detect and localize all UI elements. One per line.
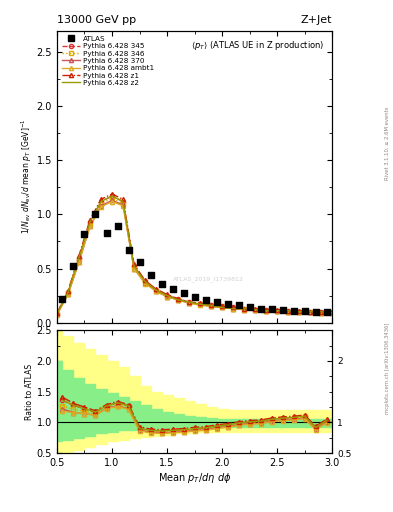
Point bbox=[202, 296, 209, 304]
Text: mcplots.cern.ch [arXiv:1306.3436]: mcplots.cern.ch [arXiv:1306.3436] bbox=[385, 323, 389, 414]
Point bbox=[268, 305, 275, 313]
Point bbox=[81, 230, 88, 238]
Point bbox=[147, 271, 154, 279]
Point bbox=[301, 307, 308, 315]
Legend: ATLAS, Pythia 6.428 345, Pythia 6.428 346, Pythia 6.428 370, Pythia 6.428 ambt1,: ATLAS, Pythia 6.428 345, Pythia 6.428 34… bbox=[61, 34, 156, 88]
Point bbox=[180, 289, 187, 297]
Point bbox=[114, 222, 121, 230]
Point bbox=[158, 280, 165, 288]
X-axis label: Mean $p_T/d\eta\ d\phi$: Mean $p_T/d\eta\ d\phi$ bbox=[158, 471, 231, 485]
Text: ATLAS_2019_I1739812: ATLAS_2019_I1739812 bbox=[173, 276, 244, 282]
Point bbox=[312, 308, 319, 316]
Point bbox=[59, 295, 66, 303]
Point bbox=[323, 308, 330, 316]
Y-axis label: Ratio to ATLAS: Ratio to ATLAS bbox=[25, 364, 34, 420]
Text: Rivet 3.1.10, ≥ 2.6M events: Rivet 3.1.10, ≥ 2.6M events bbox=[385, 106, 389, 180]
Point bbox=[191, 292, 198, 301]
Point bbox=[279, 306, 286, 314]
Point bbox=[103, 229, 110, 237]
Point bbox=[92, 210, 99, 219]
Point bbox=[213, 298, 220, 306]
Point bbox=[125, 246, 132, 254]
Point bbox=[136, 258, 143, 266]
Y-axis label: $1/N_\mathrm{ev}\ dN_\mathrm{ev}/d\ \mathrm{mean}\ p_T\ [\mathrm{GeV}]^{-1}$: $1/N_\mathrm{ev}\ dN_\mathrm{ev}/d\ \mat… bbox=[19, 119, 34, 234]
Point bbox=[224, 300, 231, 308]
Text: Z+Jet: Z+Jet bbox=[301, 15, 332, 25]
Text: $\langle p_T\rangle$ (ATLAS UE in Z production): $\langle p_T\rangle$ (ATLAS UE in Z prod… bbox=[191, 39, 324, 52]
Point bbox=[290, 307, 297, 315]
Point bbox=[257, 305, 264, 313]
Point bbox=[246, 303, 253, 311]
Text: 13000 GeV pp: 13000 GeV pp bbox=[57, 15, 136, 25]
Point bbox=[235, 301, 242, 309]
Point bbox=[70, 262, 77, 270]
Point bbox=[169, 285, 176, 293]
